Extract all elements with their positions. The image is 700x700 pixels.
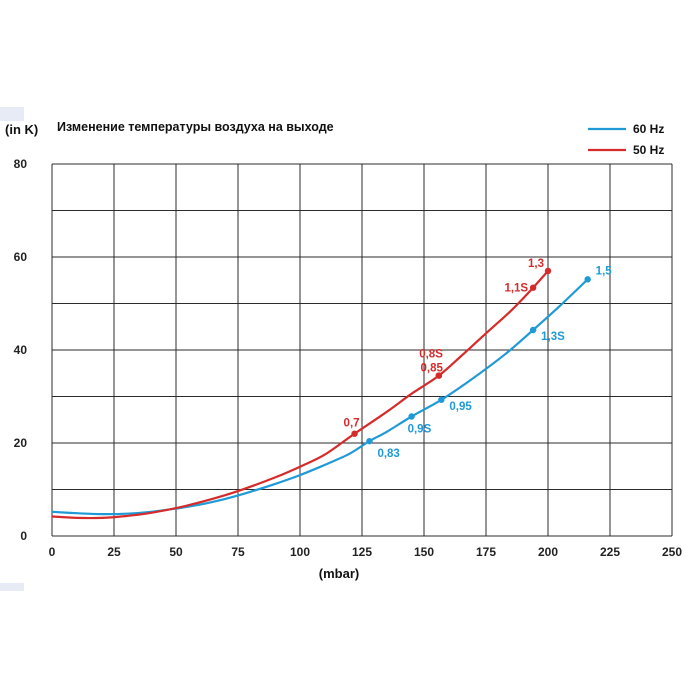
y-tick-label: 0 [20, 529, 27, 543]
x-tick-label: 200 [538, 545, 558, 559]
data-label-60-hz: 0,9S [408, 423, 432, 435]
chart-legend: 60 Hz 50 Hz [588, 122, 664, 157]
data-point-60-hz [438, 396, 445, 403]
data-point-60-hz [408, 413, 415, 420]
legend-label: 60 Hz [633, 122, 664, 136]
data-point-60-hz [584, 276, 591, 283]
x-axis-label: (mbar) [319, 566, 359, 581]
x-tick-label: 25 [107, 545, 121, 559]
data-point-50-hz [435, 372, 443, 379]
legend-label: 50 Hz [633, 143, 664, 157]
data-label-50-hz: 0,8S [419, 349, 443, 361]
data-label-50-hz: 0,7 [344, 418, 360, 430]
data-label-60-hz: 0,95 [449, 401, 472, 413]
x-tick-label: 75 [231, 545, 245, 559]
data-point-50-hz [351, 430, 358, 437]
side-accent-bottom [0, 583, 24, 591]
x-tick-label: 0 [49, 545, 56, 559]
y-tick-label: 20 [14, 436, 28, 450]
x-tick-label: 225 [600, 545, 620, 559]
data-label-50-hz: 1,3 [528, 258, 544, 270]
y-axis-label: (in K) [5, 122, 38, 137]
x-tick-label: 150 [414, 545, 434, 559]
series-line-60-hz [51, 278, 589, 516]
x-tick-label: 100 [290, 545, 310, 559]
data-label-50-hz: 1,1S [504, 283, 528, 295]
data-point-50-hz [544, 267, 552, 275]
x-tick-label: 250 [662, 545, 682, 559]
data-point-50-hz [529, 284, 537, 291]
x-tick-label: 50 [169, 545, 183, 559]
data-point-60-hz [529, 326, 537, 334]
chart-grid [51, 163, 673, 537]
chart-title: Изменение температуры воздуха на выходе [57, 120, 334, 134]
data-label-60-hz: 1,3S [541, 331, 565, 343]
side-accent-top [0, 107, 24, 121]
x-tick-label: 125 [352, 545, 372, 559]
y-tick-label: 80 [14, 157, 28, 171]
data-point-60-hz [366, 437, 373, 445]
x-tick-label: 175 [476, 545, 496, 559]
data-label-60-hz: 0,83 [377, 448, 399, 460]
series-line-50-hz [51, 270, 549, 520]
y-tick-label: 60 [14, 250, 28, 264]
chart-series: 0,83 0,9S 0,95 1,3S 1,5 0,7 0,8S 0,85 1,1S 1,3 [51, 258, 613, 520]
y-axis-ticks: 0 20 40 60 80 [14, 157, 28, 543]
data-label-50-hz: 0,85 [420, 363, 443, 375]
x-axis-ticks: 0 25 50 75 100 125 150 175 200 225 250 [49, 545, 683, 559]
y-tick-label: 40 [14, 343, 28, 357]
data-label-60-hz: 1,5 [596, 265, 613, 277]
